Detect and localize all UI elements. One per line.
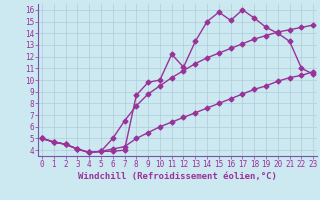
X-axis label: Windchill (Refroidissement éolien,°C): Windchill (Refroidissement éolien,°C) (78, 172, 277, 181)
